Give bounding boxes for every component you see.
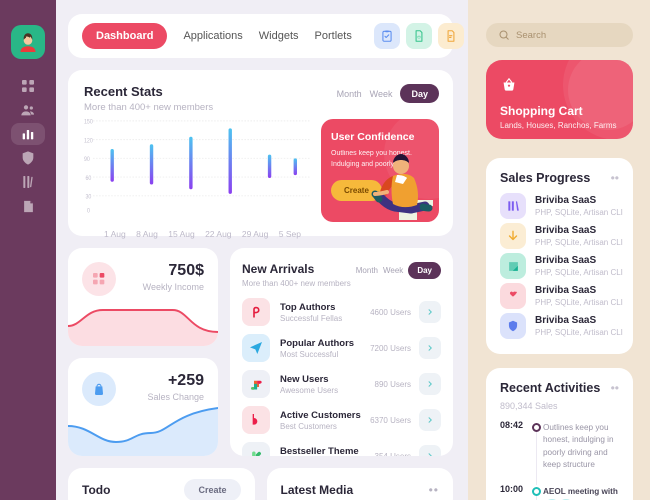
svg-text:120: 120 [84,138,93,145]
svg-text:30: 30 [86,194,92,201]
svg-text:150: 150 [84,119,93,126]
svg-text:0: 0 [87,208,91,215]
svg-text:60: 60 [86,175,92,182]
svg-text:90: 90 [84,157,90,164]
